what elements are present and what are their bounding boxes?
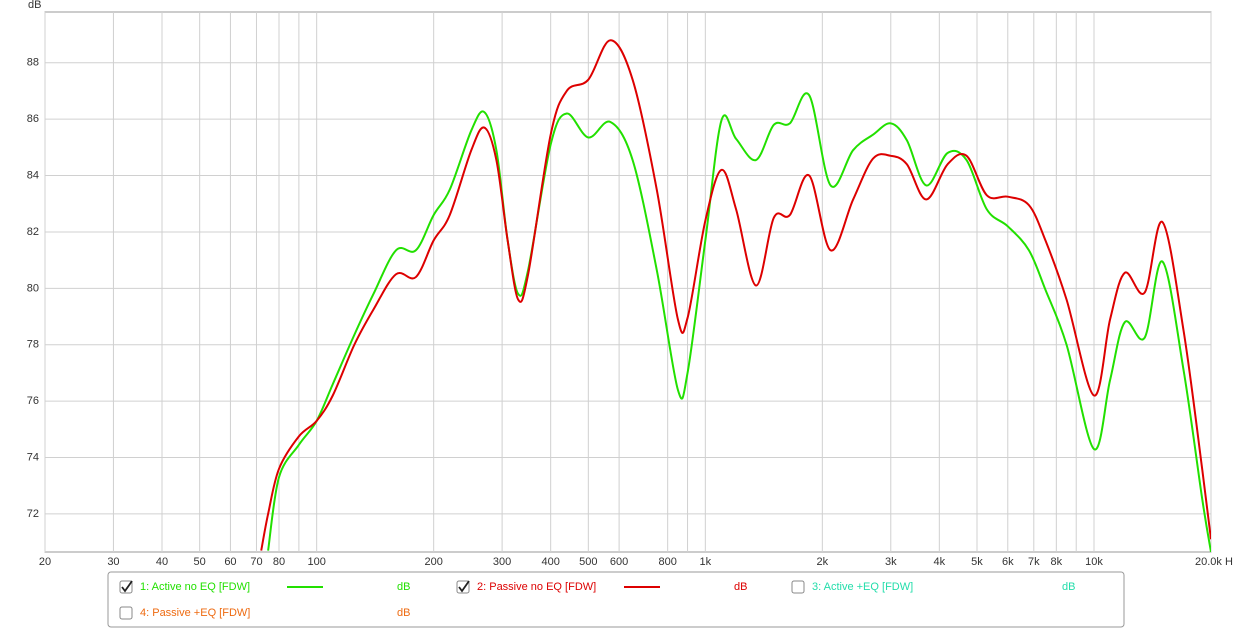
legend-label: 4: Passive +EQ [FDW] [140, 607, 250, 619]
x-tick-label: 100 [307, 556, 325, 568]
y-tick-label: 82 [27, 226, 39, 238]
x-tick-label: 6k [1002, 556, 1014, 568]
legend-unit: dB [1062, 581, 1075, 593]
series-line [260, 39, 1211, 551]
legend-checkbox [119, 606, 133, 620]
legend-unit: dB [734, 581, 747, 593]
x-tick-label: 3k [885, 556, 897, 568]
y-tick-label: 76 [27, 395, 39, 407]
legend-label: 3: Active +EQ [FDW] [812, 581, 913, 593]
y-tick-label: 88 [27, 57, 39, 69]
x-tick-label: 2k [817, 556, 829, 568]
x-tick-label: 300 [493, 556, 511, 568]
plot-area [44, 11, 1212, 553]
x-tick-label: 4k [934, 556, 946, 568]
x-tick-label: 7k [1028, 556, 1040, 568]
x-tick-label: 50 [194, 556, 206, 568]
x-tick-label: 60 [224, 556, 236, 568]
x-tick-label: 500 [579, 556, 597, 568]
y-tick-label: 78 [27, 339, 39, 351]
x-tick-label: 40 [156, 556, 168, 568]
y-tick-label: 86 [27, 113, 39, 125]
y-tick-label: 80 [27, 282, 39, 294]
legend-unit: dB [397, 607, 410, 619]
x-tick-label: 400 [541, 556, 559, 568]
x-tick-label: 5k [971, 556, 983, 568]
legend-box [107, 571, 1125, 628]
legend-label: 1: Active no EQ [FDW] [140, 581, 250, 593]
x-tick-label: 10k [1085, 556, 1103, 568]
legend-label: 2: Passive no EQ [FDW] [477, 581, 596, 593]
legend-checkbox [791, 580, 805, 594]
x-tick-label: 70 [250, 556, 262, 568]
y-tick-label: 72 [27, 508, 39, 520]
x-tick-label: 600 [610, 556, 628, 568]
x-tick-label: 20 [39, 556, 51, 568]
x-tick-label: 8k [1051, 556, 1063, 568]
x-tick-label: 80 [273, 556, 285, 568]
series-line [267, 92, 1211, 552]
y-tick-label: 74 [27, 451, 39, 463]
legend-unit: dB [397, 581, 410, 593]
x-tick-label: 20.0k Hz [1195, 556, 1233, 568]
y-tick-label: 84 [27, 169, 39, 181]
legend-checkmark [121, 580, 133, 593]
x-tick-label: 1k [700, 556, 712, 568]
legend-checkmark [458, 580, 470, 593]
x-tick-label: 30 [107, 556, 119, 568]
x-tick-label: 200 [424, 556, 442, 568]
x-tick-label: 800 [658, 556, 676, 568]
y-axis-label: dB [28, 0, 41, 11]
